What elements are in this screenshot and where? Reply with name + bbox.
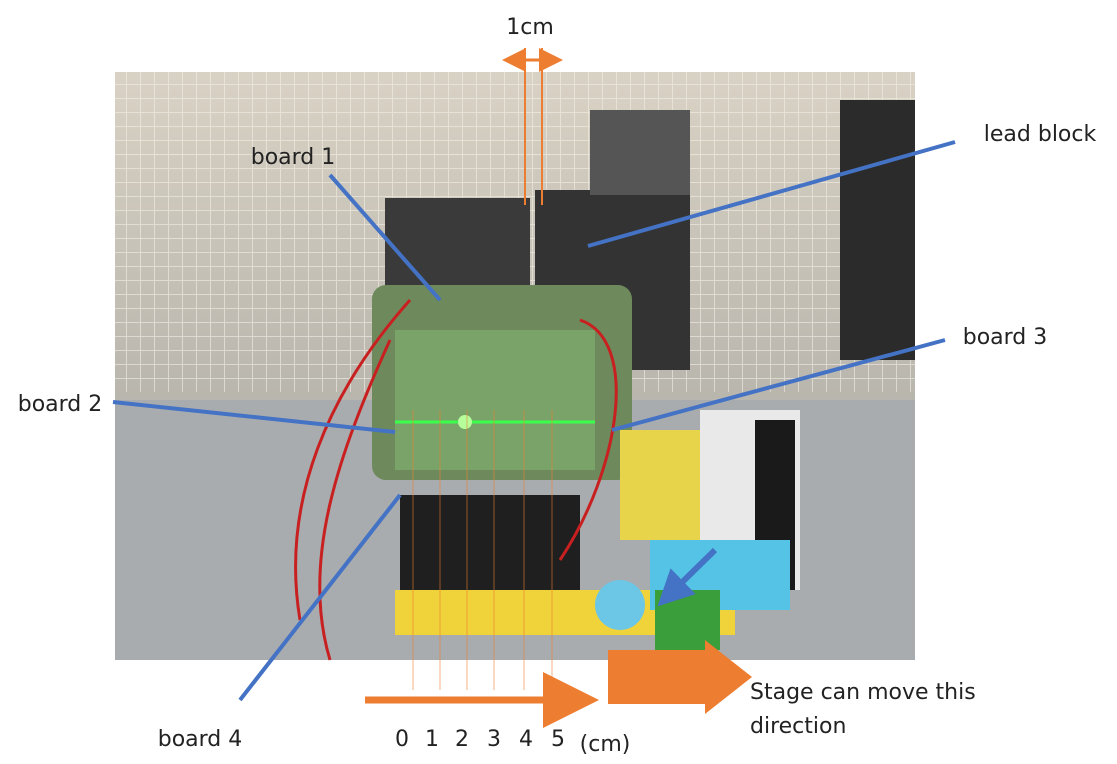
scale-tick-label: 5 xyxy=(551,727,565,752)
board-2-label: board 2 xyxy=(18,392,103,417)
figure: 1cm lead block board 1 board 2 board 3 b… xyxy=(0,0,1117,760)
scale-tick-label: 4 xyxy=(519,727,533,752)
scale-tick-label: 1 xyxy=(425,727,439,752)
scale-tick-label: 3 xyxy=(487,727,501,752)
scale-label: 1cm xyxy=(506,15,554,40)
stage-note: Stage can move this xyxy=(750,680,976,705)
scale-tick-label: 2 xyxy=(455,727,469,752)
photo xyxy=(115,72,915,660)
stage-note: direction xyxy=(750,714,846,739)
scale-unit: (cm) xyxy=(580,732,631,757)
board-1-label: board 1 xyxy=(251,145,336,170)
lead-block-label: lead block xyxy=(984,122,1097,147)
board-3-label: board 3 xyxy=(963,325,1048,350)
board-4-label: board 4 xyxy=(158,727,243,752)
scale-tick-label: 0 xyxy=(395,727,409,752)
